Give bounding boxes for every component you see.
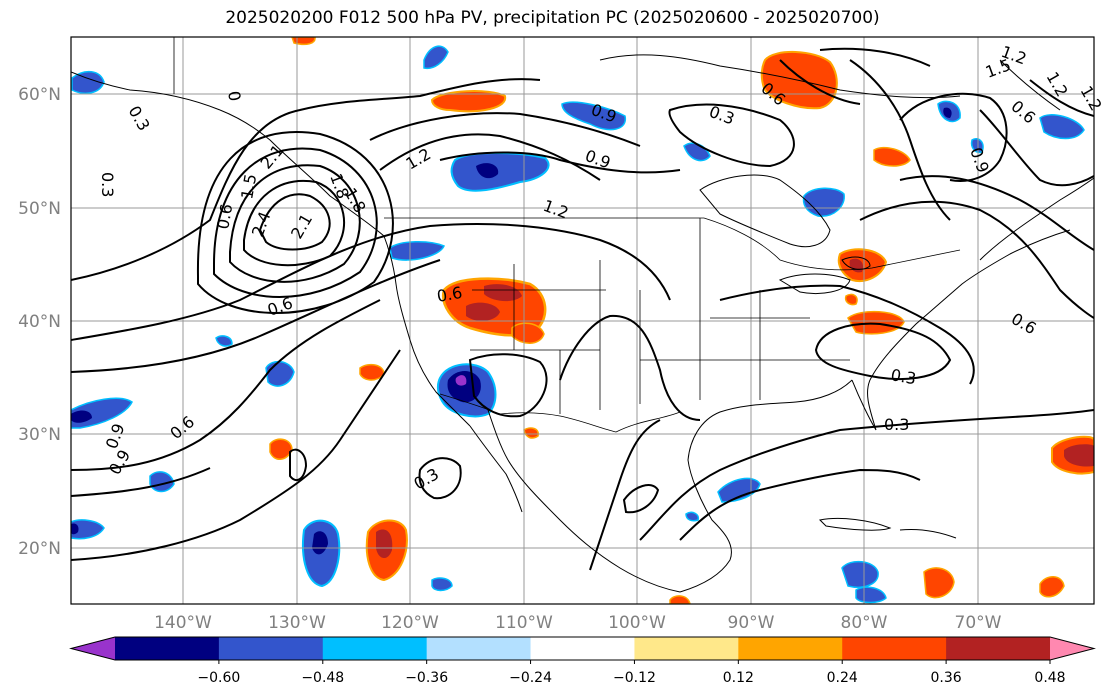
colorbar-extend-high	[1050, 637, 1094, 660]
pv-contours	[71, 47, 1094, 571]
contour-label: 0.6	[435, 283, 463, 306]
lon-label: 70°W	[955, 613, 1002, 633]
colorbar-tick-label: 0.24	[827, 670, 858, 686]
contour-label: 0.3	[889, 365, 917, 388]
contour-label: 1.5	[237, 172, 260, 200]
lon-label: 130°W	[268, 613, 326, 633]
lon-label: 110°W	[495, 613, 553, 633]
colorbar-tick-label: 0.36	[931, 670, 962, 686]
colorbar-tick-label: −0.36	[405, 670, 448, 686]
lon-label: 80°W	[841, 613, 888, 633]
lat-labels: 60°N 50°N 40°N 30°N 20°N	[18, 85, 61, 559]
map-title: 2025020200 F012 500 hPa PV, precipitatio…	[225, 8, 880, 28]
contour-label: 0.6	[213, 202, 236, 230]
colorbar-tick-label: −0.12	[613, 670, 656, 686]
colorbar: −0.60 −0.48 −0.36 −0.24 −0.12 0.12 0.24 0.36 0.4…	[69, 636, 1096, 686]
colorbar-extend-low	[71, 637, 115, 660]
lon-labels: 140°W 130°W 120°W 110°W 100°W 90°W 80°W …	[154, 613, 1002, 633]
coastlines	[71, 54, 1094, 593]
colorbar-segment	[738, 637, 843, 660]
map-frame	[70, 36, 1095, 605]
colorbar-tick-label: −0.60	[197, 670, 240, 686]
borders	[173, 37, 961, 433]
lat-label: 60°N	[18, 85, 61, 105]
colorbar-segment	[530, 637, 635, 660]
lon-label: 140°W	[154, 613, 212, 633]
colorbar-tick-label: 0.12	[723, 670, 754, 686]
colorbar-segment	[322, 637, 428, 660]
colorbar-segment	[634, 637, 739, 660]
contour-label: 0	[224, 89, 244, 102]
lat-label: 40°N	[18, 312, 61, 332]
lon-label: 90°W	[728, 613, 775, 633]
lat-label: 50°N	[18, 199, 61, 219]
colorbar-tick-label: 0.48	[1034, 670, 1065, 686]
colorbar-segment	[426, 637, 532, 660]
lon-label: 100°W	[608, 613, 666, 633]
precip-patches	[71, 37, 1094, 604]
colorbar-tick-label: −0.24	[509, 670, 552, 686]
colorbar-segment	[842, 637, 947, 660]
lat-label: 20°N	[18, 539, 61, 559]
colorbar-segment	[218, 637, 324, 660]
colorbar-outline	[69, 636, 1096, 661]
colorbar-tick-label: −0.48	[301, 670, 344, 686]
contour-label: 0.3	[884, 415, 909, 434]
lon-label: 120°W	[381, 613, 439, 633]
contour-label: 0.3	[98, 172, 117, 197]
colorbar-segment	[946, 637, 1051, 660]
lat-label: 30°N	[18, 425, 61, 445]
colorbar-segment	[115, 637, 220, 660]
